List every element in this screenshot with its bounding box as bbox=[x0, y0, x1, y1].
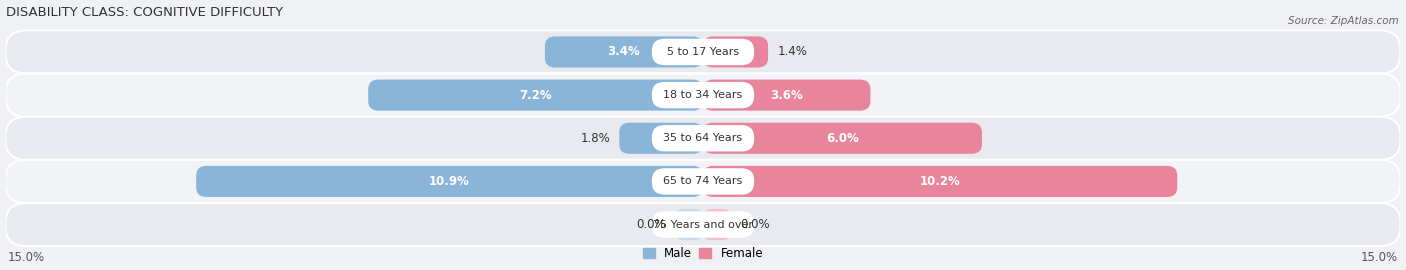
Text: 1.8%: 1.8% bbox=[581, 132, 610, 145]
Text: DISABILITY CLASS: COGNITIVE DIFFICULTY: DISABILITY CLASS: COGNITIVE DIFFICULTY bbox=[6, 6, 283, 19]
FancyBboxPatch shape bbox=[6, 203, 1400, 246]
Text: 65 to 74 Years: 65 to 74 Years bbox=[664, 176, 742, 186]
FancyBboxPatch shape bbox=[197, 166, 703, 197]
FancyBboxPatch shape bbox=[546, 36, 703, 68]
FancyBboxPatch shape bbox=[652, 39, 754, 65]
Text: 35 to 64 Years: 35 to 64 Years bbox=[664, 133, 742, 143]
FancyBboxPatch shape bbox=[703, 80, 870, 111]
FancyBboxPatch shape bbox=[6, 160, 1400, 203]
FancyBboxPatch shape bbox=[703, 166, 1177, 197]
FancyBboxPatch shape bbox=[652, 168, 754, 195]
FancyBboxPatch shape bbox=[6, 30, 1400, 73]
Text: 75 Years and over: 75 Years and over bbox=[652, 220, 754, 230]
FancyBboxPatch shape bbox=[675, 209, 703, 240]
FancyBboxPatch shape bbox=[703, 36, 768, 68]
Text: 3.6%: 3.6% bbox=[770, 89, 803, 102]
FancyBboxPatch shape bbox=[6, 73, 1400, 117]
Text: 1.4%: 1.4% bbox=[778, 45, 807, 58]
Text: 6.0%: 6.0% bbox=[827, 132, 859, 145]
FancyBboxPatch shape bbox=[652, 125, 754, 151]
Text: 3.4%: 3.4% bbox=[607, 45, 640, 58]
Text: Source: ZipAtlas.com: Source: ZipAtlas.com bbox=[1288, 16, 1399, 26]
FancyBboxPatch shape bbox=[368, 80, 703, 111]
Text: 5 to 17 Years: 5 to 17 Years bbox=[666, 47, 740, 57]
FancyBboxPatch shape bbox=[652, 82, 754, 108]
Text: 0.0%: 0.0% bbox=[636, 218, 666, 231]
Text: 15.0%: 15.0% bbox=[1361, 251, 1398, 264]
FancyBboxPatch shape bbox=[703, 209, 731, 240]
Text: 7.2%: 7.2% bbox=[519, 89, 553, 102]
Text: 10.2%: 10.2% bbox=[920, 175, 960, 188]
FancyBboxPatch shape bbox=[619, 123, 703, 154]
FancyBboxPatch shape bbox=[6, 117, 1400, 160]
Text: 0.0%: 0.0% bbox=[740, 218, 770, 231]
Text: 10.9%: 10.9% bbox=[429, 175, 470, 188]
FancyBboxPatch shape bbox=[703, 123, 981, 154]
Text: 18 to 34 Years: 18 to 34 Years bbox=[664, 90, 742, 100]
FancyBboxPatch shape bbox=[652, 211, 754, 238]
Text: 15.0%: 15.0% bbox=[8, 251, 45, 264]
Legend: Male, Female: Male, Female bbox=[638, 242, 768, 265]
